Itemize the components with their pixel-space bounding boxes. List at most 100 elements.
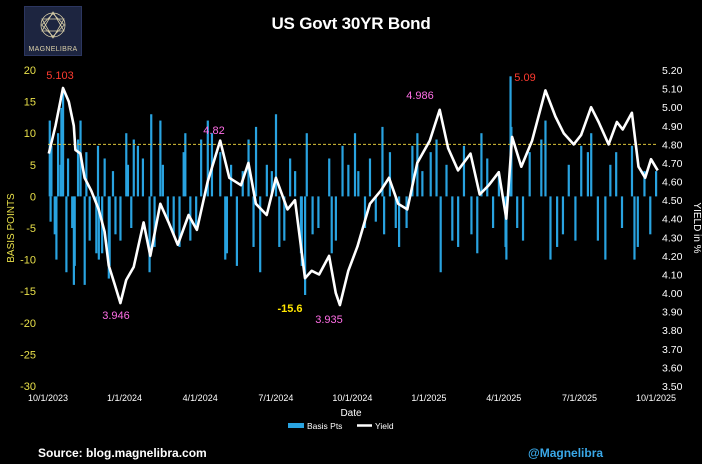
bar	[567, 164, 570, 197]
bar	[374, 196, 377, 222]
bar	[150, 114, 153, 197]
bar	[126, 164, 130, 197]
bar	[596, 196, 599, 241]
bar	[219, 152, 222, 197]
bar	[141, 158, 145, 197]
bar	[470, 196, 473, 235]
x-tick: 10/1/2024	[332, 393, 372, 403]
bar	[341, 145, 344, 197]
y-right-tick: 5.20	[662, 65, 683, 77]
bar	[620, 196, 624, 228]
social-handle[interactable]: @Magnelibra	[528, 446, 604, 460]
bar	[178, 196, 181, 247]
bar	[556, 196, 559, 247]
bar	[528, 152, 531, 197]
bar	[609, 164, 612, 197]
legend-swatch-bars	[288, 423, 304, 428]
bar	[73, 196, 76, 266]
y-left-axis-title: BASIS POINTS	[6, 193, 17, 263]
y-right-axis-title: YIELD in %	[691, 202, 702, 253]
y-right-tick: 3.50	[662, 381, 683, 393]
bar	[363, 196, 367, 228]
annotation-label: 3.946	[102, 310, 130, 322]
bar	[103, 158, 106, 197]
logo-text: MAGNELIBRA	[28, 46, 78, 53]
legend-label-yield: Yield	[375, 421, 394, 431]
x-tick: 10/1/2023	[28, 393, 68, 403]
bar	[330, 196, 333, 254]
y-left-tick: -5	[26, 223, 36, 235]
bar	[71, 196, 74, 228]
bar	[55, 196, 58, 260]
bar	[435, 139, 438, 197]
bar	[476, 196, 479, 254]
bar	[83, 196, 86, 285]
bar	[480, 133, 483, 197]
bar	[516, 196, 519, 228]
bar	[278, 196, 281, 247]
bar	[462, 145, 466, 197]
annotation-label: 4.82	[203, 125, 224, 137]
bar	[206, 120, 209, 197]
y-right-tick: 5.10	[662, 84, 683, 96]
bar	[411, 145, 414, 197]
bar	[76, 139, 80, 197]
bar	[96, 145, 100, 197]
bar	[643, 171, 646, 197]
x-tick: 7/1/2025	[562, 393, 597, 403]
bar	[85, 152, 88, 197]
bar	[50, 145, 53, 197]
bar	[457, 196, 460, 247]
bar	[130, 196, 133, 228]
bar	[429, 152, 432, 197]
bar	[125, 133, 128, 197]
y-left-tick: -30	[20, 381, 36, 393]
y-left-tick: -15	[20, 286, 36, 298]
bar	[383, 196, 386, 235]
yield-line	[47, 86, 659, 307]
source-label: Source: blog.magnelibra.com	[38, 446, 207, 460]
x-tick: 4/1/2025	[486, 393, 521, 403]
bar	[590, 133, 593, 197]
bar	[334, 196, 337, 241]
bar	[49, 196, 52, 222]
x-tick: 4/1/2024	[183, 393, 218, 403]
bar	[561, 196, 565, 235]
y-left-tick: 5	[30, 160, 36, 172]
bar	[486, 158, 489, 197]
bar	[521, 196, 525, 241]
bar	[574, 196, 577, 241]
bar	[451, 196, 454, 241]
bar	[649, 196, 652, 235]
bar	[224, 196, 227, 260]
bar	[252, 196, 255, 247]
y-right-tick: 5.00	[662, 102, 683, 114]
bar	[172, 196, 175, 235]
annotation-label: 5.09	[514, 72, 535, 84]
bar	[97, 196, 100, 260]
bar	[604, 196, 607, 260]
bar	[381, 126, 384, 197]
annotation-label: 3.935	[315, 314, 343, 326]
bar	[111, 171, 115, 197]
bar	[200, 139, 203, 197]
y-left-tick: -25	[20, 349, 36, 361]
y-right-tick: 4.30	[662, 232, 683, 244]
y-right-tick: 4.40	[662, 214, 683, 226]
bar	[505, 196, 508, 260]
y-right-tick: 4.10	[662, 269, 683, 281]
bar	[394, 196, 397, 228]
bar	[65, 196, 68, 273]
bar	[225, 196, 229, 254]
bar	[182, 152, 185, 197]
y-right-tick: 3.70	[662, 344, 683, 356]
bar	[166, 196, 169, 222]
bar	[148, 196, 151, 273]
bar	[357, 171, 360, 197]
y-left-tick: -10	[20, 255, 36, 267]
bar	[580, 145, 583, 197]
bar	[270, 171, 273, 197]
bar	[289, 158, 292, 197]
logo-mandala-icon	[40, 11, 66, 39]
